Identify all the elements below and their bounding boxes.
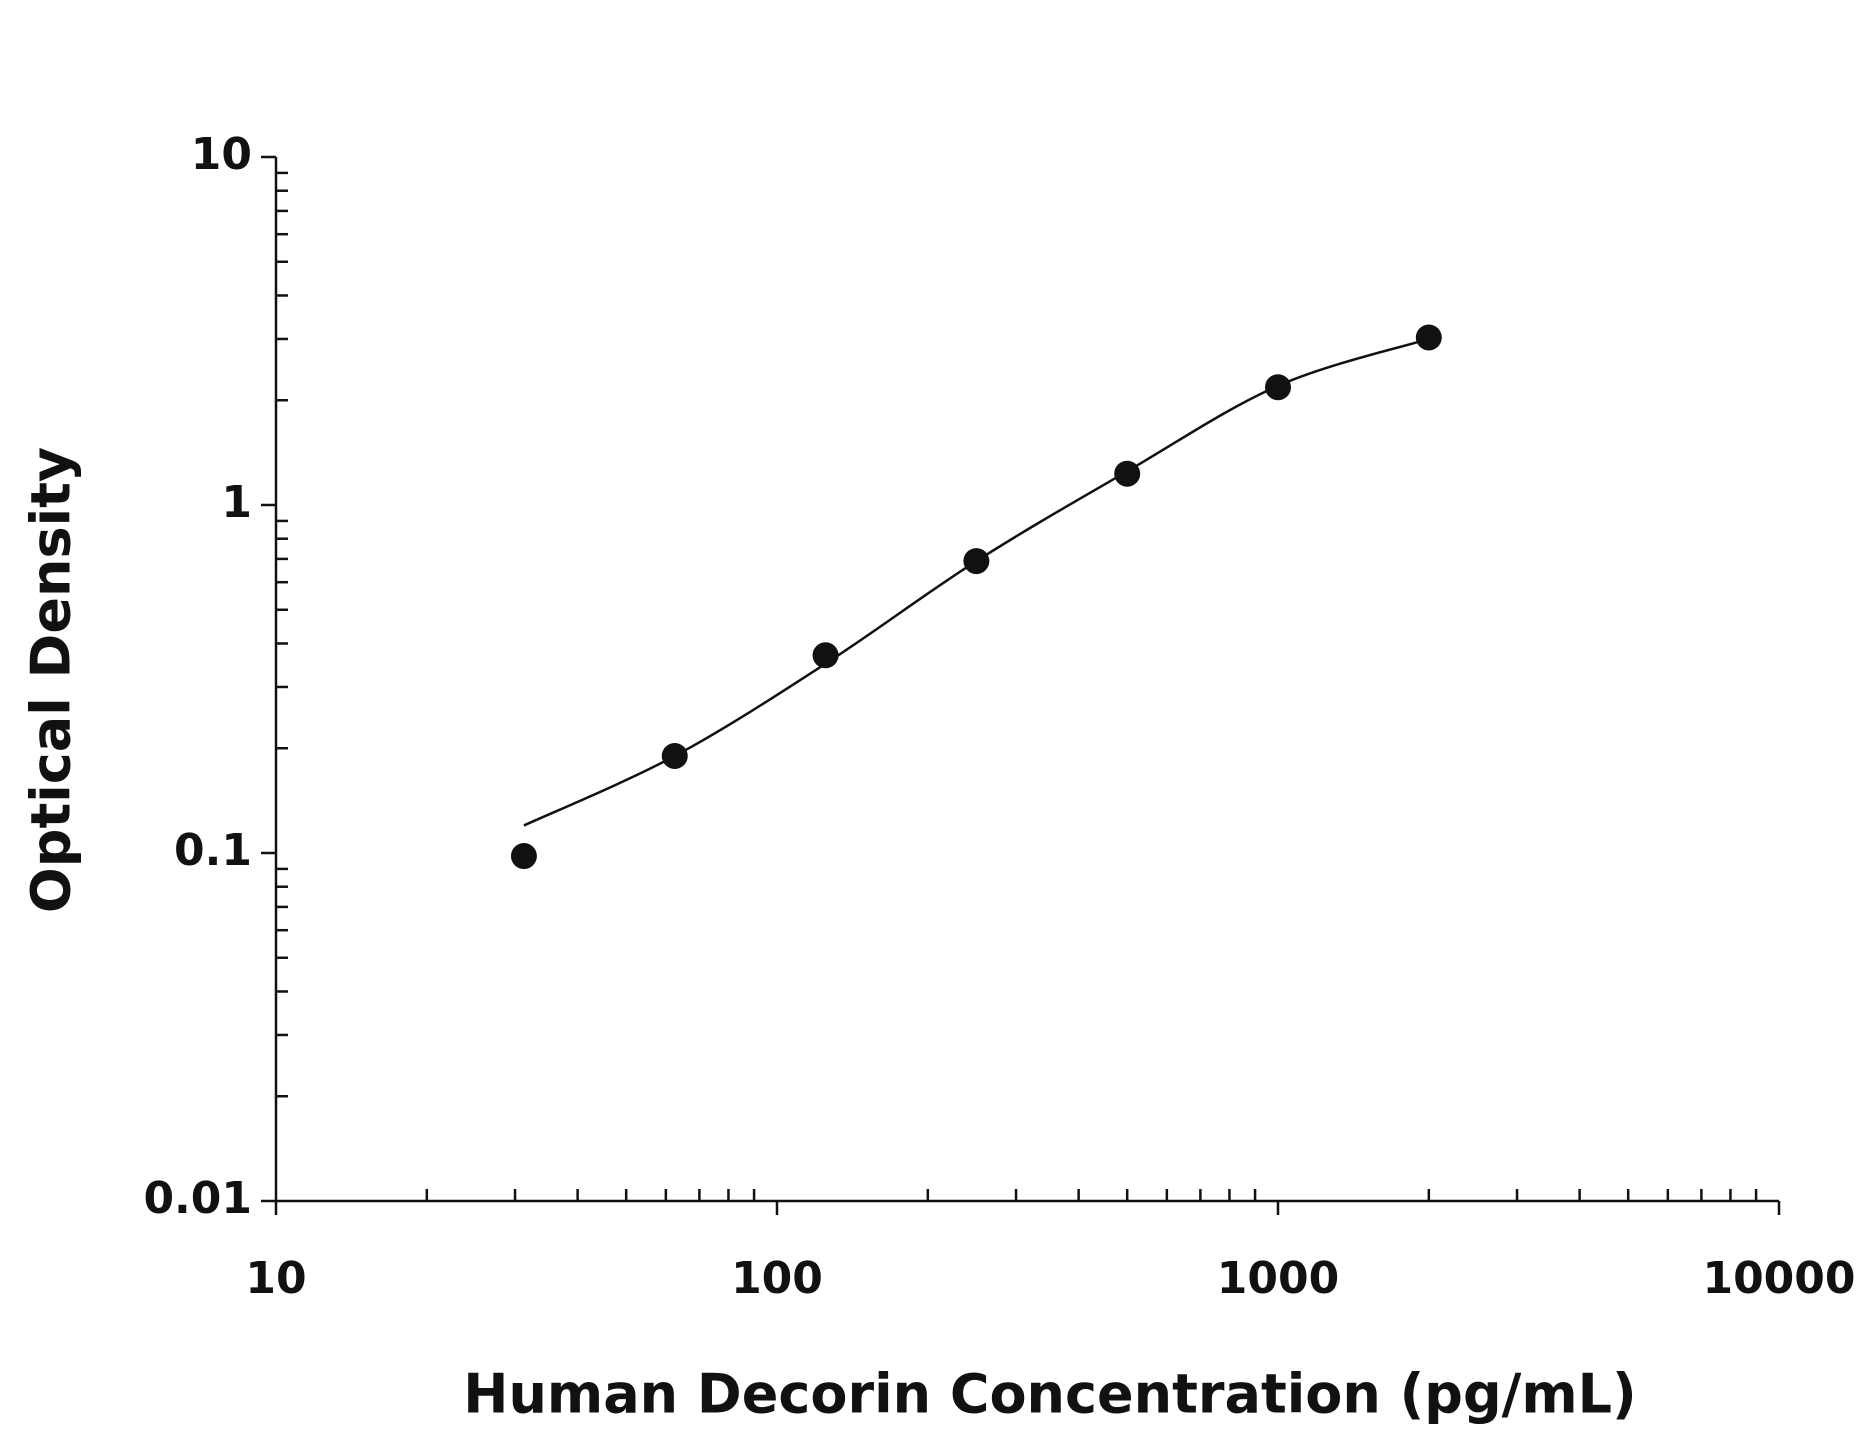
y-axis-title: Optical Density	[20, 447, 83, 913]
x-tick-label: 10	[245, 1253, 306, 1304]
data-point	[1114, 460, 1141, 487]
x-axis-title: Human Decorin Concentration (pg/mL)	[463, 1363, 1636, 1426]
data-point	[510, 843, 537, 870]
y-tick-label: 1	[221, 477, 252, 528]
data-point	[963, 548, 990, 575]
y-tick-label: 10	[191, 129, 252, 180]
data-point	[1265, 374, 1291, 401]
x-tick-label: 1000	[1217, 1253, 1339, 1304]
data-point	[661, 742, 688, 769]
x-tick-label: 100	[731, 1253, 823, 1304]
fit-curve	[523, 337, 1430, 827]
data-point	[812, 642, 839, 669]
data-point	[1415, 324, 1442, 351]
y-tick-label: 0.01	[143, 1173, 252, 1224]
x-tick-label: 10000	[1702, 1253, 1855, 1304]
y-tick-label: 0.1	[174, 825, 252, 876]
